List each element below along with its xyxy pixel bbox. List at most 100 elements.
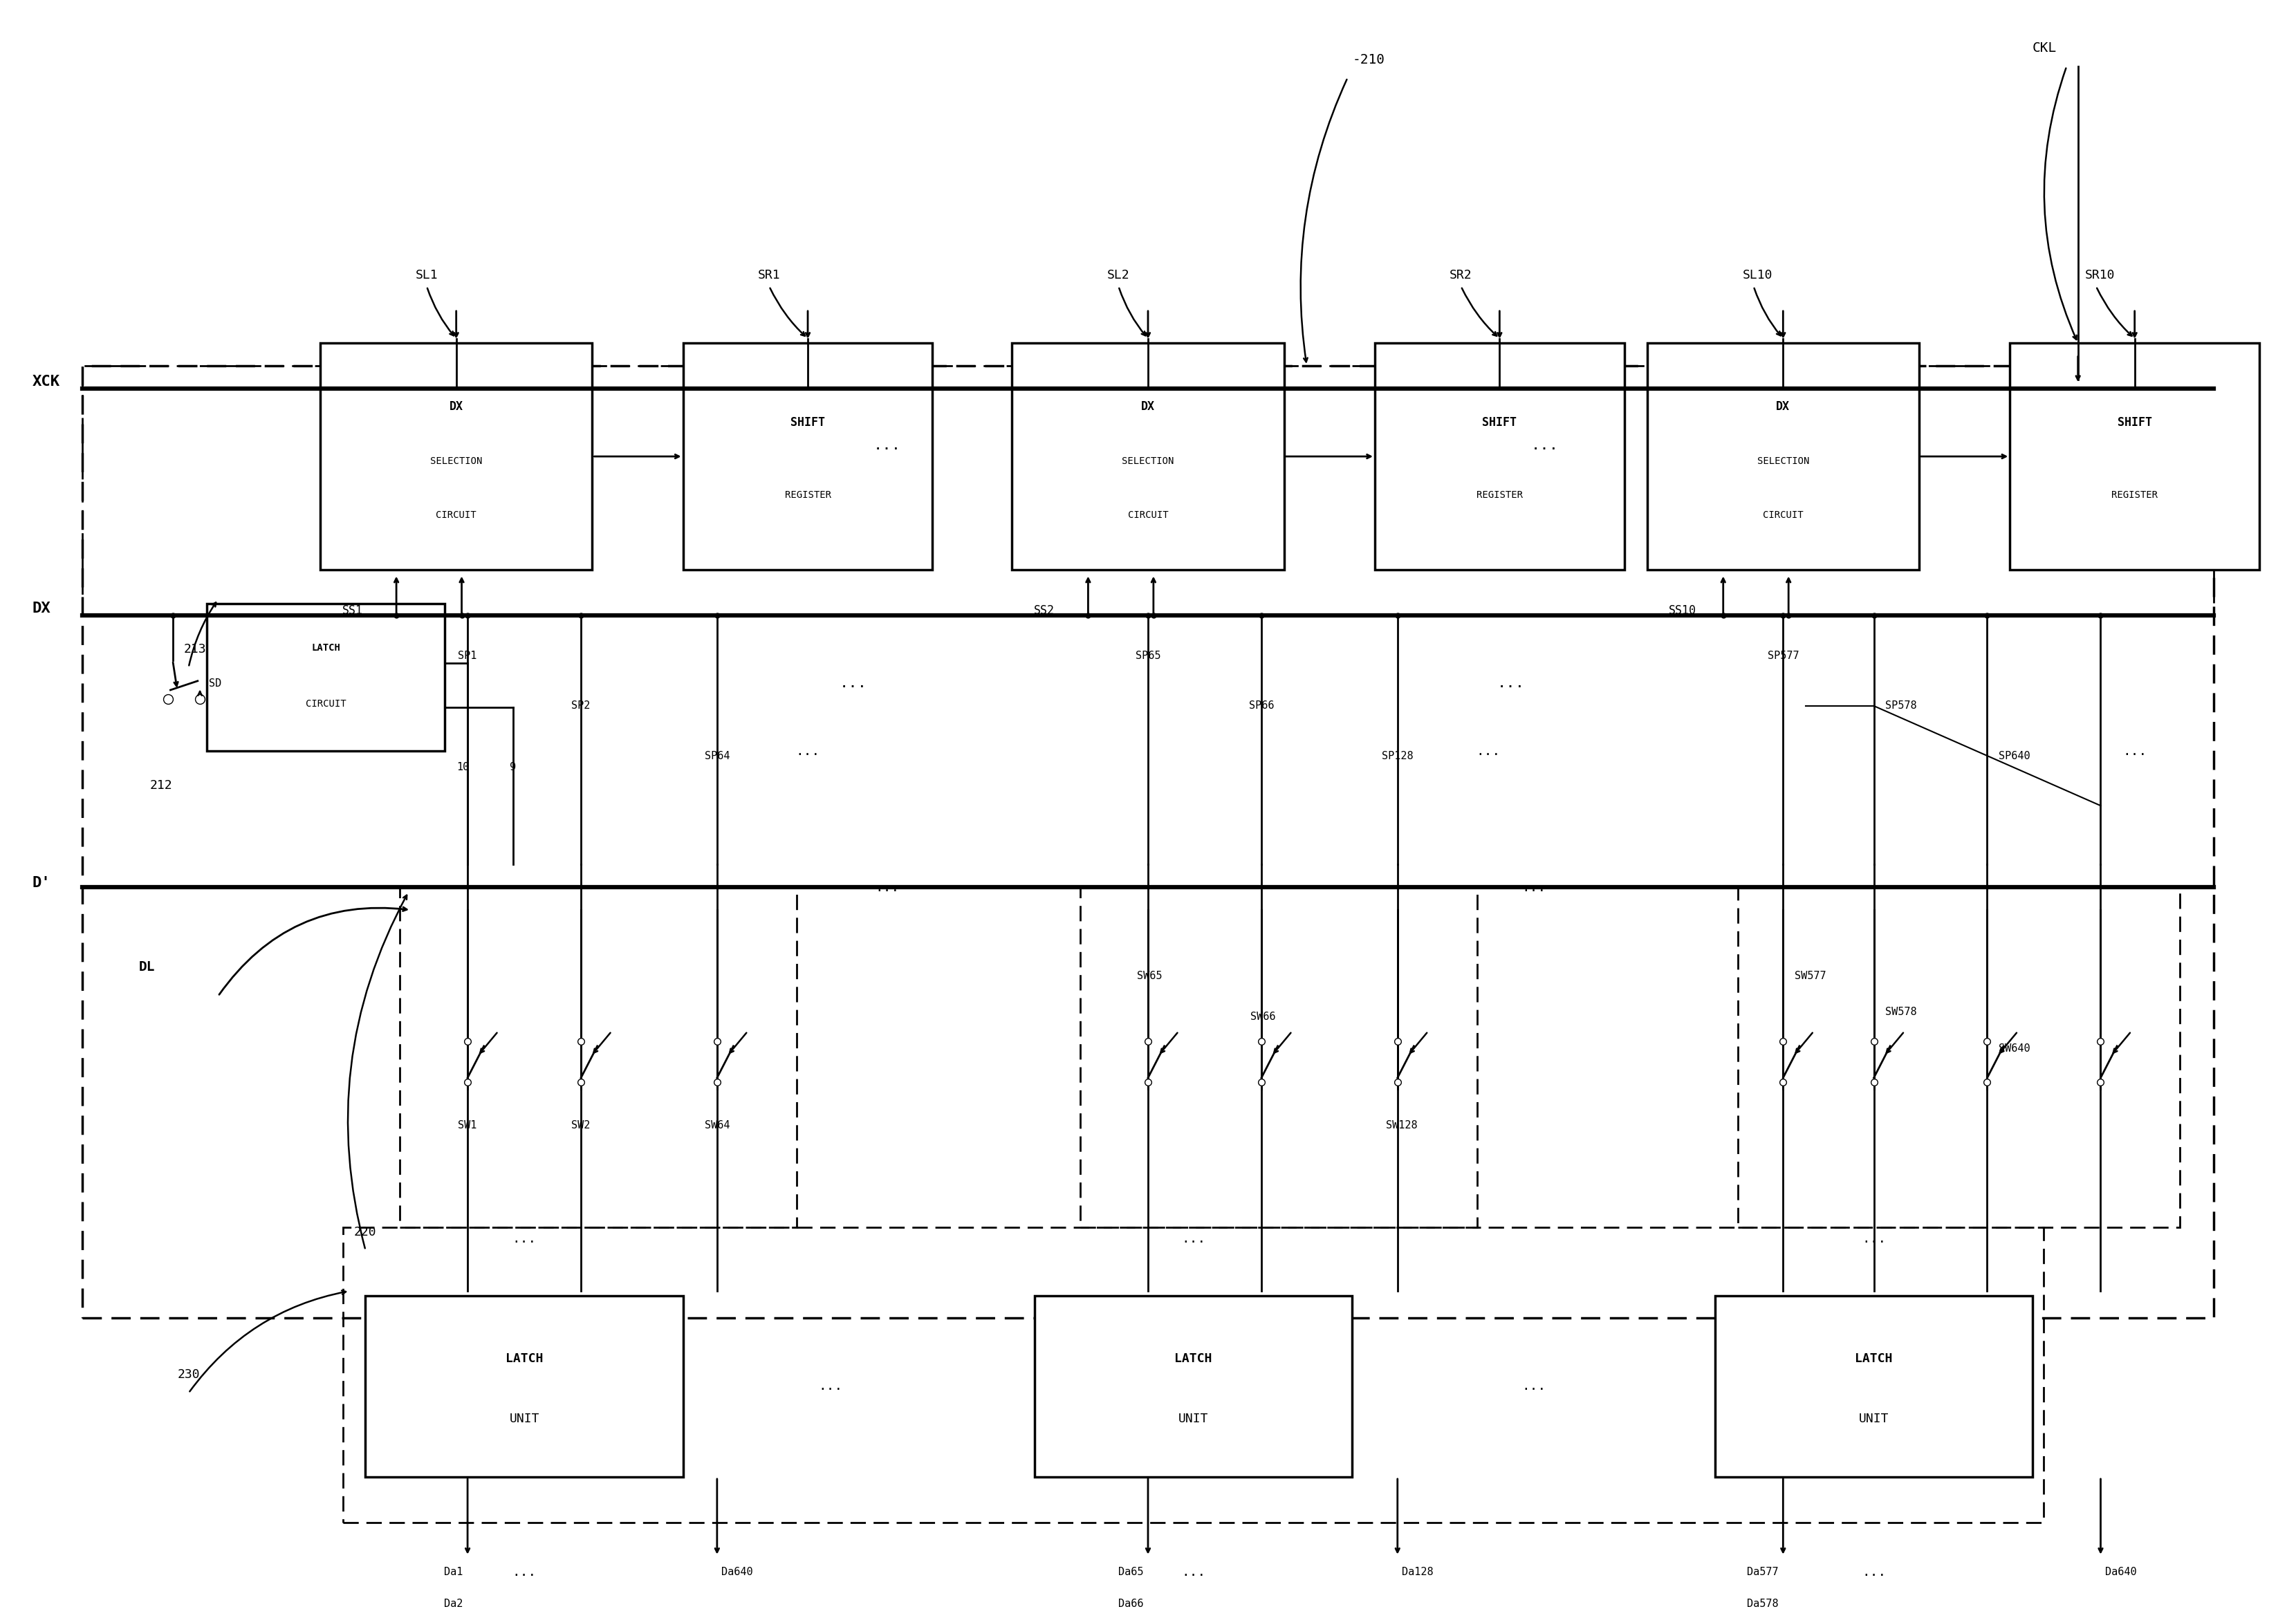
Text: SP65: SP65 [1137, 650, 1159, 661]
Text: ...: ... [840, 676, 868, 690]
Text: ...: ... [875, 880, 900, 895]
Text: Da577: Da577 [1747, 1567, 1779, 1577]
Text: Da65: Da65 [1118, 1567, 1143, 1577]
Bar [319, 343, 592, 570]
Bar [400, 887, 797, 1228]
Text: LATCH: LATCH [1176, 1353, 1212, 1364]
Text: 9: 9 [510, 763, 517, 772]
Bar [1079, 887, 1476, 1228]
Text: Da128: Da128 [1403, 1567, 1433, 1577]
Text: Da640: Da640 [2105, 1567, 2138, 1577]
Text: SP640: SP640 [1998, 750, 2030, 761]
Text: SW66: SW66 [1249, 1012, 1274, 1022]
Bar [1013, 343, 1283, 570]
Bar [1035, 1295, 1352, 1477]
Text: Da578: Da578 [1747, 1599, 1779, 1609]
Text: ...: ... [1862, 1232, 1885, 1245]
Bar [1715, 1295, 2032, 1477]
Text: SS1: SS1 [342, 605, 363, 616]
Text: UNIT: UNIT [510, 1413, 540, 1426]
Text: D': D' [32, 875, 51, 890]
Text: DX: DX [450, 401, 464, 414]
Text: DX: DX [32, 602, 51, 615]
Text: SR10: SR10 [2085, 269, 2115, 282]
Bar [1375, 343, 1623, 570]
Text: SL2: SL2 [1107, 269, 1130, 282]
Text: ...: ... [1497, 676, 1525, 690]
Text: DX: DX [1141, 401, 1155, 414]
Text: ...: ... [512, 1232, 537, 1245]
Text: CIRCUIT: CIRCUIT [1763, 510, 1802, 520]
Text: UNIT: UNIT [1178, 1413, 1208, 1426]
Text: SW1: SW1 [459, 1120, 478, 1131]
Text: SHIFT: SHIFT [2117, 417, 2151, 428]
Text: LATCH: LATCH [1855, 1353, 1892, 1364]
Text: SS10: SS10 [1669, 605, 1697, 616]
Text: REGISTER: REGISTER [785, 491, 831, 500]
Text: REGISTER: REGISTER [1476, 491, 1522, 500]
Text: DX: DX [1777, 401, 1791, 414]
Text: SR1: SR1 [758, 269, 781, 282]
Text: SR2: SR2 [1449, 269, 1472, 282]
Text: SP66: SP66 [1249, 700, 1274, 711]
Bar [342, 1228, 2043, 1522]
Text: ...: ... [797, 745, 820, 758]
Text: SW2: SW2 [572, 1120, 590, 1131]
Text: Da640: Da640 [721, 1567, 753, 1577]
Text: ...: ... [1180, 1232, 1205, 1245]
Bar [83, 365, 2213, 615]
Text: XCK: XCK [32, 375, 60, 388]
Text: SD: SD [209, 677, 223, 689]
Text: SW64: SW64 [705, 1120, 730, 1131]
Text: SW578: SW578 [1885, 1007, 1917, 1017]
Text: CIRCUIT: CIRCUIT [305, 700, 347, 710]
Text: ...: ... [1180, 1566, 1205, 1578]
Bar [207, 603, 445, 751]
Text: LATCH: LATCH [312, 644, 340, 653]
Text: Da66: Da66 [1118, 1599, 1143, 1609]
Text: UNIT: UNIT [1860, 1413, 1890, 1426]
Text: -210: -210 [1352, 53, 1384, 66]
Text: SELECTION: SELECTION [1756, 455, 1809, 467]
Text: SW65: SW65 [1137, 970, 1162, 981]
Text: ...: ... [872, 438, 900, 452]
Text: SL10: SL10 [1743, 269, 1773, 282]
Text: CIRCUIT: CIRCUIT [436, 510, 478, 520]
Bar [1646, 343, 1919, 570]
Text: 10: 10 [457, 763, 468, 772]
Text: ...: ... [1522, 880, 1545, 895]
Text: SP64: SP64 [705, 750, 730, 761]
Text: SS2: SS2 [1033, 605, 1054, 616]
Text: CKL: CKL [2032, 42, 2057, 55]
Text: Da2: Da2 [443, 1599, 464, 1609]
Text: SELECTION: SELECTION [1123, 455, 1173, 467]
Text: ...: ... [1522, 1379, 1545, 1393]
Text: SW640: SW640 [1998, 1043, 2030, 1054]
Text: 220: 220 [354, 1226, 377, 1239]
Text: SP578: SP578 [1885, 700, 1917, 711]
Text: ...: ... [1476, 745, 1499, 758]
Text: SHIFT: SHIFT [790, 417, 824, 428]
Text: SW128: SW128 [1387, 1120, 1417, 1131]
Bar [2009, 343, 2259, 570]
Text: SP577: SP577 [1768, 650, 1798, 661]
Text: CIRCUIT: CIRCUIT [1127, 510, 1169, 520]
Text: SP128: SP128 [1382, 750, 1414, 761]
Text: ...: ... [1862, 1566, 1885, 1578]
Text: ...: ... [1531, 438, 1559, 452]
Text: SW577: SW577 [1795, 970, 1825, 981]
Text: SELECTION: SELECTION [429, 455, 482, 467]
Bar [1738, 887, 2179, 1228]
Text: SL1: SL1 [416, 269, 439, 282]
Text: ...: ... [817, 1379, 843, 1393]
Text: SHIFT: SHIFT [1483, 417, 1518, 428]
Text: ...: ... [2122, 745, 2147, 758]
Text: REGISTER: REGISTER [2112, 491, 2158, 500]
Text: 212: 212 [149, 779, 172, 792]
Text: SP2: SP2 [572, 700, 590, 711]
Text: SP1: SP1 [459, 650, 478, 661]
Bar [682, 343, 932, 570]
Text: Da1: Da1 [443, 1567, 464, 1577]
Text: LATCH: LATCH [505, 1353, 544, 1364]
Text: 213: 213 [184, 644, 207, 655]
